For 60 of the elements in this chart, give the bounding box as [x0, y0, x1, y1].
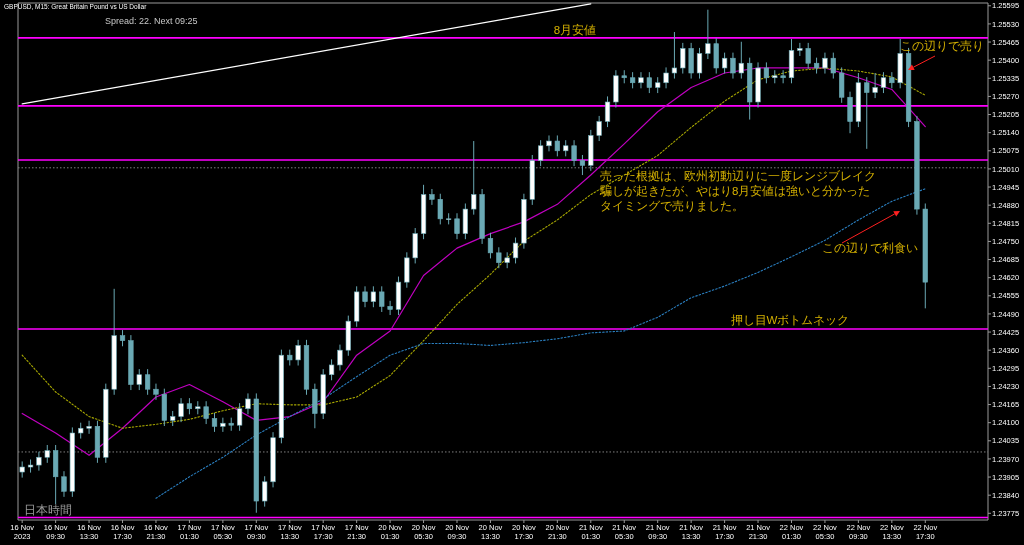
candlestick [546, 134, 552, 152]
candlestick [797, 42, 803, 57]
ref-line-label: 押し目Wボトムネック [730, 313, 850, 326]
candlestick [387, 300, 393, 316]
candlestick [153, 383, 159, 401]
candlestick [362, 285, 368, 308]
candlestick [237, 402, 243, 432]
candlestick [220, 417, 226, 433]
candlestick [178, 397, 184, 423]
candlestick [696, 47, 703, 80]
candlestick [730, 52, 736, 80]
candlestick [663, 66, 669, 89]
candlestick [763, 61, 770, 84]
candlestick [512, 237, 519, 264]
candlestick [646, 71, 652, 94]
candlestick [864, 76, 870, 150]
candlestick [429, 188, 435, 206]
annotation: この辺りで売り [900, 40, 984, 52]
candlestick [487, 232, 494, 259]
candlestick [722, 52, 728, 75]
candlestick [61, 470, 67, 498]
candlestick [245, 392, 251, 415]
ref-line-label: 8月安値 [553, 22, 597, 36]
candlestick [830, 52, 836, 80]
candlestick [554, 134, 560, 157]
candlestick [328, 358, 335, 381]
candlestick [596, 115, 602, 142]
candlestick [379, 285, 385, 313]
candlestick [136, 368, 142, 391]
candlestick [822, 52, 828, 75]
candlestick [370, 285, 376, 308]
annotation: 日本時間 [24, 504, 72, 516]
candlestick [437, 193, 443, 225]
candlestick [780, 69, 786, 84]
annotation: この辺りで利食い [822, 242, 918, 254]
candlestick [538, 139, 544, 167]
candlestick [145, 368, 151, 396]
annotation: 売った根拠は、欧州初動辺りに一度レンジブレイク騙しが起きたが、やはり8月安値は強いと分かったタイミングで売りました。 [599, 169, 876, 212]
candlestick [604, 95, 611, 128]
candlestick [805, 42, 811, 70]
candlestick [680, 42, 686, 75]
candlestick [36, 451, 42, 472]
candlestick [872, 72, 878, 99]
candlestick [738, 41, 744, 80]
candlestick [337, 344, 343, 372]
candlestick [454, 212, 460, 240]
candlestick [211, 412, 218, 433]
candlestick [471, 140, 477, 216]
text: Spread: 22. Next 09:25 [105, 16, 198, 26]
candlestick [496, 246, 502, 269]
candlestick [86, 420, 92, 435]
candlestick [705, 9, 711, 60]
candlestick [262, 475, 268, 508]
candlestick [203, 400, 209, 425]
candlestick [579, 154, 586, 176]
candlestick [295, 339, 301, 367]
candlestick [571, 139, 577, 167]
candlestick [880, 71, 887, 94]
candlestick [671, 31, 678, 80]
candlestick [638, 71, 644, 89]
